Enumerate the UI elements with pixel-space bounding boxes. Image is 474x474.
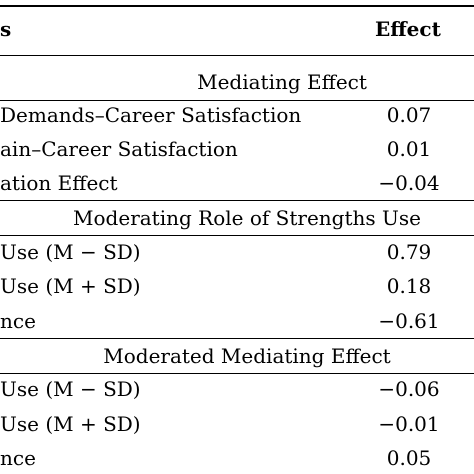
section-title-moderated-mediating: Moderated Mediating Effect [103, 344, 391, 368]
row-value: 0.18 [386, 274, 432, 298]
row-value: 0.01 [386, 137, 432, 161]
row-label: nce [0, 309, 36, 333]
row-label: nce [0, 446, 36, 470]
section-title-mediating-effect: Mediating Effect [197, 70, 367, 94]
row-value: −0.61 [378, 309, 440, 333]
row-label: ation Effect [0, 171, 118, 195]
header-rule [0, 55, 474, 56]
section-rule [0, 338, 474, 339]
section-rule [0, 200, 474, 201]
row-label: Demands–Career Satisfaction [0, 103, 302, 127]
row-value: −0.06 [378, 377, 440, 401]
top-rule [0, 5, 474, 7]
header-effect: Effect [375, 17, 441, 41]
section-rule [0, 100, 474, 101]
row-label: Use (M − SD) [0, 377, 141, 401]
row-value: 0.07 [386, 103, 432, 127]
row-value: −0.04 [378, 171, 440, 195]
section-rule [0, 373, 474, 374]
row-label: Use (M + SD) [0, 412, 141, 436]
row-value: 0.05 [386, 446, 432, 470]
row-label: ain–Career Satisfaction [0, 137, 238, 161]
row-label: Use (M − SD) [0, 240, 141, 264]
row-label: Use (M + SD) [0, 274, 141, 298]
section-title-moderating-role: Moderating Role of Strengths Use [73, 206, 421, 230]
row-value: 0.79 [386, 240, 432, 264]
row-value: −0.01 [378, 412, 440, 436]
section-rule [0, 235, 474, 236]
header-first-column: s [0, 17, 12, 41]
